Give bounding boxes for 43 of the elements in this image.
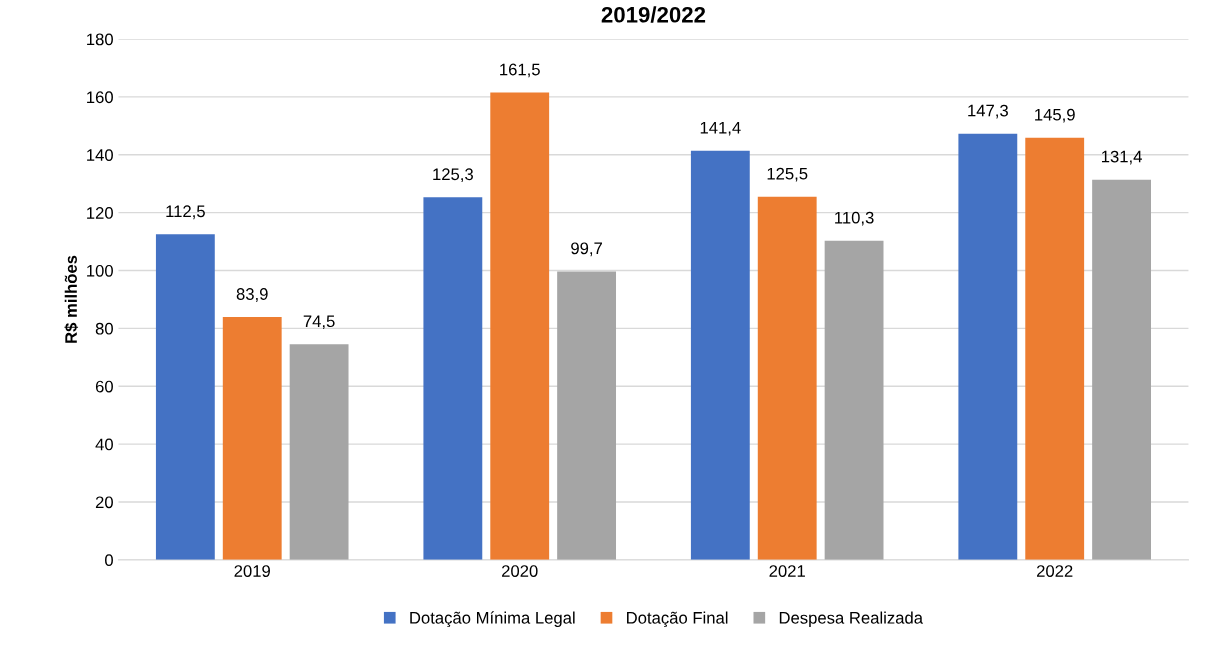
bar (490, 92, 550, 560)
data-label: 110,3 (835, 211, 874, 226)
data-label: 112,5 (166, 205, 205, 220)
bar (1025, 137, 1085, 560)
bar (222, 317, 282, 560)
y-tick-label: 40 (95, 438, 113, 451)
data-label: 83,9 (236, 288, 268, 302)
data-label: 161,5 (500, 63, 540, 78)
legend-label: Dotação Final (627, 611, 728, 628)
data-label: 125,3 (433, 168, 473, 183)
data-label: 147,3 (968, 104, 1008, 119)
bar (824, 240, 884, 560)
bar (690, 150, 750, 560)
bar (423, 197, 483, 560)
y-tick-label: 120 (87, 207, 113, 219)
data-label: 141,4 (700, 121, 741, 136)
y-tick-label: 160 (87, 91, 113, 104)
legend-label: Despesa Realizada (779, 611, 924, 628)
data-label: 145,9 (1035, 108, 1075, 123)
y-tick-label: 140 (87, 149, 113, 161)
bar (958, 133, 1018, 560)
x-tick-label: 2020 (502, 565, 538, 577)
x-tick-label: 2021 (769, 565, 805, 577)
data-label: 74,5 (303, 315, 335, 330)
bar (1092, 179, 1151, 560)
y-tick-label: 180 (87, 33, 113, 46)
y-tick-label: 80 (95, 322, 113, 335)
y-tick-label: 100 (87, 264, 113, 277)
bar (289, 344, 349, 560)
bar (557, 271, 617, 560)
data-label: 125,5 (767, 167, 808, 182)
bar (757, 196, 817, 560)
x-tick-label: 2019 (234, 565, 270, 577)
y-axis-title: R$ milhões (64, 255, 79, 343)
legend-label: Dotação Mínima Legal (410, 611, 575, 628)
data-label: 131,4 (1101, 150, 1142, 165)
chart-title: 2019/2022 (601, 6, 706, 23)
data-label: 99,7 (571, 242, 602, 257)
x-tick-label: 2022 (1037, 565, 1073, 577)
y-tick-label: 60 (95, 380, 113, 393)
y-tick-label: 20 (95, 496, 113, 509)
bar (155, 234, 215, 560)
y-tick-label: 0 (105, 554, 113, 567)
